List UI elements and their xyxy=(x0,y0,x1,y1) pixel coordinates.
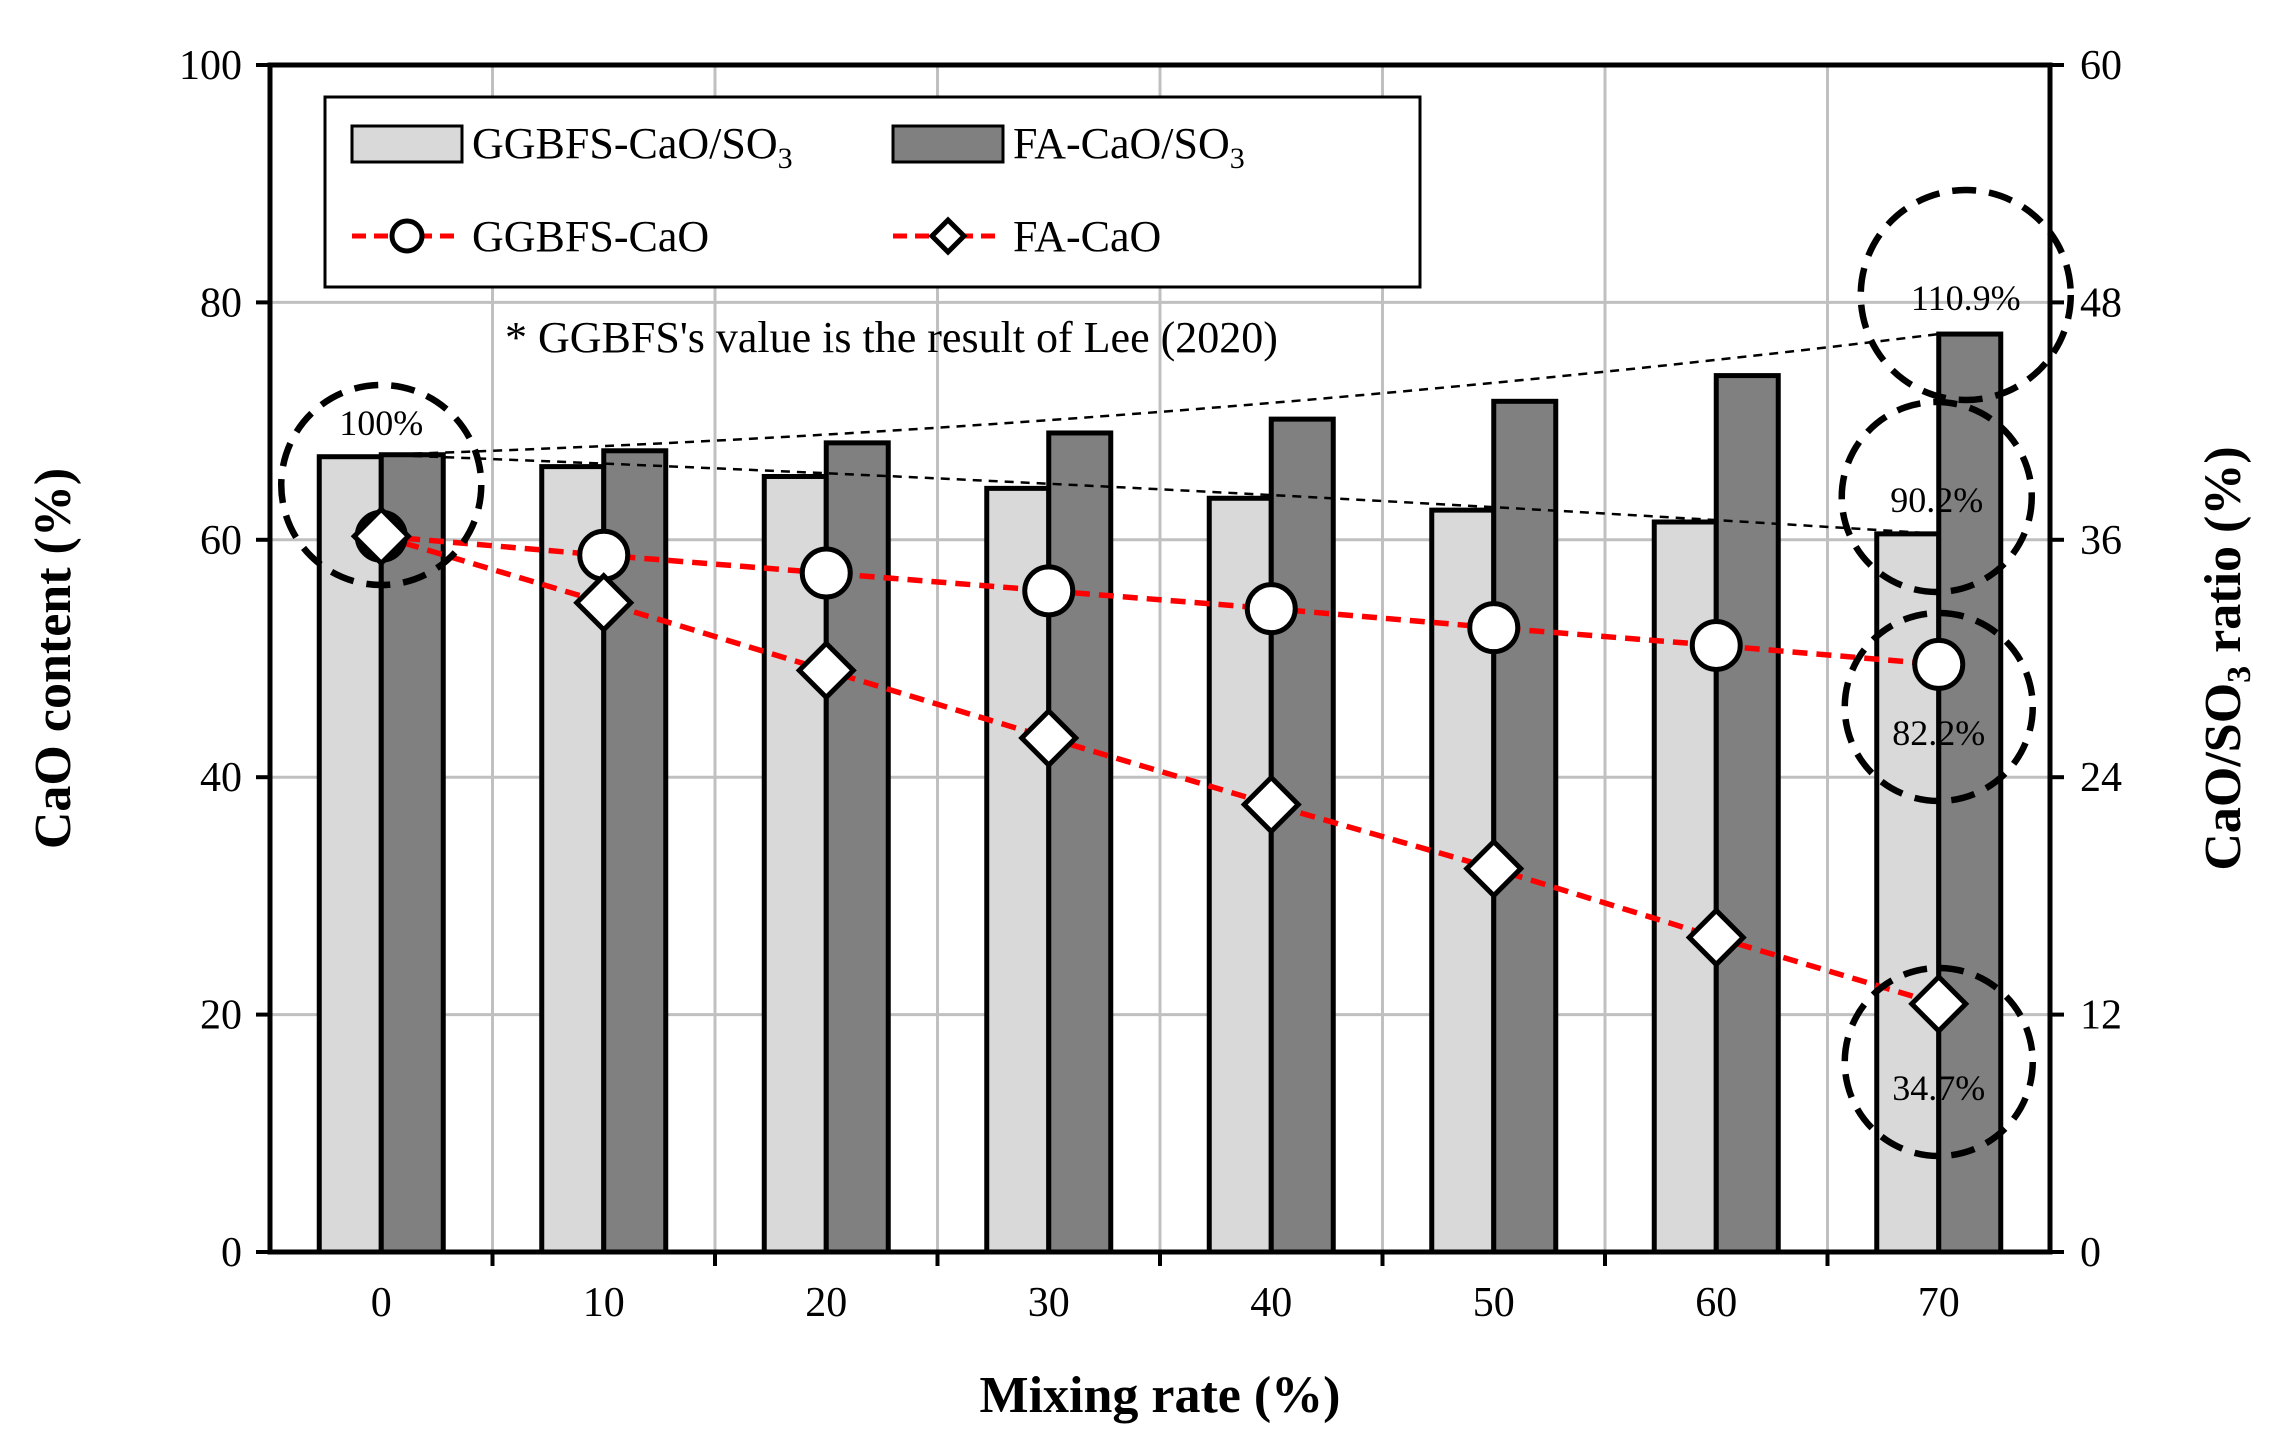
legend-marker-diamond xyxy=(928,216,968,256)
annotation-label: 110.9% xyxy=(1911,278,2021,318)
x-axis-title: Mixing rate (%) xyxy=(979,1367,1340,1424)
legend-label-fa-ratio-main: FA-CaO/SO xyxy=(1013,119,1230,168)
bar-fa-ratio-10 xyxy=(601,448,669,1255)
y-axis-left-title: CaO content (%) xyxy=(25,468,82,849)
line-ggbfs-cao xyxy=(381,533,1939,668)
annotation-label: 90.2% xyxy=(1890,480,1983,520)
axis-ticks: 0 20 40 60 80 100 0 12 24 36 48 60 0 10 20 30 40 50 60 70 xyxy=(179,43,2122,1326)
bar-ggbfs-ratio-30 xyxy=(984,485,1052,1255)
legend-label-fa-ratio-sub: 3 xyxy=(1230,142,1245,175)
marker-ggbfs-cao-10 xyxy=(577,528,631,582)
bar-fa-ratio-70 xyxy=(1936,331,2004,1255)
legend-label-ggbfs-cao: GGBFS-CaO xyxy=(472,212,709,261)
annotation-circle xyxy=(1841,964,2036,1160)
annotation-circle xyxy=(1857,186,2074,404)
legend-label-ggbfs-ratio-sub: 3 xyxy=(778,142,793,175)
bar-fa-ratio-50 xyxy=(1491,398,1559,1255)
y-left-tick-label: 40 xyxy=(200,755,242,801)
x-tick-label: 10 xyxy=(583,1280,625,1326)
marker-ggbfs-cao-70 xyxy=(1912,637,1966,691)
y-left-tick-label: 80 xyxy=(200,280,242,326)
y-left-tick-label: 20 xyxy=(200,993,242,1039)
legend-label-ggbfs-ratio: GGBFS-CaO/SO3 xyxy=(472,119,793,175)
x-tick-label: 20 xyxy=(805,1280,847,1326)
y-axis-right-title-sub: 3 xyxy=(2221,666,2258,683)
bar-fa-ratio-60 xyxy=(1713,373,1781,1255)
legend-swatch-fa-ratio xyxy=(891,124,1005,164)
y-right-tick-label: 60 xyxy=(2080,43,2122,89)
legend: GGBFS-CaO/SO3 FA-CaO/SO3 GGBFS-CaO FA-Ca… xyxy=(323,95,1422,289)
y-axis-right-title-main: CaO/SO xyxy=(2195,683,2252,871)
y-axis-right-title: CaO/SO3 ratio (%) xyxy=(2195,446,2258,870)
marker-fa-cao-60 xyxy=(1685,906,1747,968)
bar-fa-ratio-40 xyxy=(1268,416,1336,1255)
bar-series-group xyxy=(316,331,2004,1255)
annotation-label: 34.7% xyxy=(1892,1068,1985,1108)
y-left-tick-label: 60 xyxy=(200,518,242,564)
marker-fa-cao-10 xyxy=(573,572,635,634)
annotation-label: 82.2% xyxy=(1892,713,1985,753)
x-tick-label: 30 xyxy=(1028,1280,1070,1326)
line-series-group xyxy=(350,505,1970,1035)
y-axis-right-title-rest: ratio (%) xyxy=(2195,446,2252,665)
source-note: * GGBFS's value is the result of Lee (20… xyxy=(505,313,1278,362)
annotation-circle xyxy=(278,381,485,589)
marker-fa-cao-0 xyxy=(350,505,412,567)
annotation-label: 100% xyxy=(339,403,423,443)
marker-fa-cao-20 xyxy=(795,639,857,701)
legend-marker-circle xyxy=(389,218,425,254)
bar-fa-ratio-0 xyxy=(378,452,446,1255)
y-left-tick-label: 0 xyxy=(221,1230,242,1276)
y-right-tick-label: 48 xyxy=(2080,280,2122,326)
marker-ggbfs-cao-60 xyxy=(1689,618,1743,672)
annotations: 100% 110.9% 90.2% 82.2% 34.7% xyxy=(278,186,2074,1160)
legend-label-fa-cao: FA-CaO xyxy=(1013,212,1161,261)
y-left-tick-label: 100 xyxy=(179,43,242,89)
marker-ggbfs-cao-30 xyxy=(1022,564,1076,618)
marker-fa-cao-40 xyxy=(1240,773,1302,836)
marker-ggbfs-cao-40 xyxy=(1244,582,1298,636)
bar-fa-ratio-30 xyxy=(1046,430,1114,1255)
x-tick-label: 0 xyxy=(371,1280,392,1326)
y-right-tick-label: 24 xyxy=(2080,755,2122,801)
annotation-circle xyxy=(1838,398,2035,596)
legend-box xyxy=(323,95,1422,289)
legend-label-ggbfs-ratio-main: GGBFS-CaO/SO xyxy=(472,119,778,168)
marker-fa-cao-30 xyxy=(1018,707,1080,769)
line-fa-cao xyxy=(380,533,1940,1007)
x-tick-label: 50 xyxy=(1473,1280,1515,1326)
x-tick-label: 60 xyxy=(1695,1280,1737,1326)
legend-label-fa-ratio: FA-CaO/SO3 xyxy=(1013,119,1245,175)
y-right-tick-label: 0 xyxy=(2080,1230,2101,1276)
marker-ggbfs-cao-20 xyxy=(799,546,853,600)
annotation-circle xyxy=(1841,609,2036,805)
x-tick-label: 40 xyxy=(1250,1280,1292,1326)
y-right-tick-label: 36 xyxy=(2080,518,2122,564)
y-right-tick-label: 12 xyxy=(2080,993,2122,1039)
legend-swatch-ggbfs-ratio xyxy=(350,124,464,164)
marker-fa-cao-70 xyxy=(1908,973,1970,1035)
x-tick-label: 70 xyxy=(1918,1280,1960,1326)
marker-fa-cao-50 xyxy=(1463,838,1525,900)
bar-ggbfs-ratio-0 xyxy=(316,454,384,1255)
marker-ggbfs-cao-50 xyxy=(1467,601,1521,655)
